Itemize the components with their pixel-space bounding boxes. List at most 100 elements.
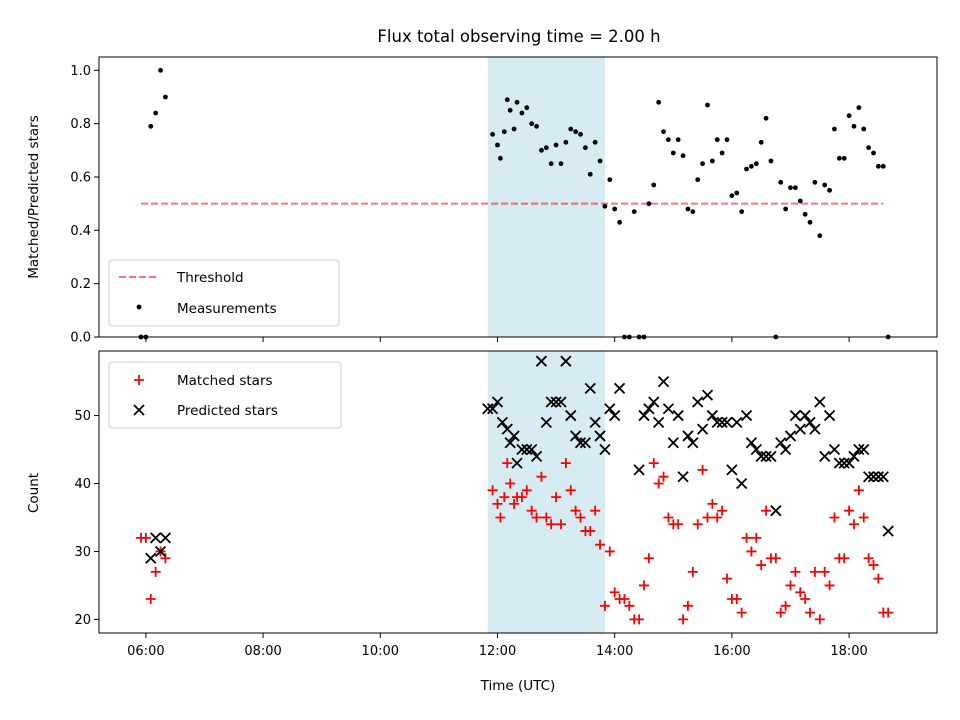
data-point — [819, 566, 830, 577]
data-point — [675, 137, 681, 143]
data-point — [661, 129, 666, 135]
data-point — [551, 492, 562, 503]
data-point — [499, 492, 510, 503]
data-point — [548, 161, 554, 167]
data-point — [882, 525, 894, 537]
data-point — [145, 552, 157, 564]
data-point — [560, 458, 571, 469]
series-measurements — [138, 67, 891, 340]
data-point — [700, 161, 705, 167]
data-point — [726, 464, 738, 476]
data-point — [731, 594, 742, 605]
data-point — [750, 443, 762, 456]
data-point — [765, 450, 777, 462]
data-point — [687, 437, 699, 449]
data-point — [761, 505, 772, 516]
data-point — [862, 471, 875, 483]
data-point — [558, 161, 564, 167]
highlight-span — [487, 351, 605, 633]
data-point — [785, 580, 796, 591]
data-point — [802, 211, 808, 217]
data-point — [797, 198, 803, 204]
data-point — [516, 443, 528, 456]
y-tick-label: 0.4 — [70, 224, 91, 239]
data-point — [543, 145, 549, 151]
data-point — [514, 99, 520, 105]
data-point — [853, 443, 865, 456]
legend-predicted-swatch — [133, 404, 145, 416]
data-point — [877, 471, 889, 483]
data-point — [496, 416, 509, 428]
data-point — [536, 471, 547, 482]
data-point — [677, 471, 689, 483]
legend-threshold-label: Threshold — [176, 270, 244, 286]
data-point — [599, 600, 610, 611]
data-point — [595, 539, 606, 550]
axes-frame — [98, 56, 938, 338]
data-point — [555, 519, 566, 530]
data-point — [832, 126, 837, 132]
data-point — [585, 526, 596, 537]
data-point — [643, 403, 655, 415]
y-tick-label: 30 — [74, 545, 91, 560]
data-point — [599, 443, 611, 456]
data-point — [809, 423, 821, 435]
data-point — [736, 607, 747, 618]
data-point — [739, 209, 745, 215]
y-tick-label: 1.0 — [70, 64, 91, 79]
data-point — [706, 409, 718, 422]
data-point — [609, 409, 621, 422]
data-point — [140, 532, 151, 543]
data-point — [651, 182, 657, 188]
data-point — [526, 505, 537, 516]
y-tick-label: 0.6 — [70, 171, 91, 186]
axes-frame — [98, 350, 938, 634]
data-point — [638, 580, 649, 591]
data-point — [736, 477, 748, 490]
data-point — [482, 403, 494, 415]
data-point — [604, 403, 616, 415]
data-point — [745, 437, 758, 449]
data-point — [159, 532, 172, 544]
data-point — [565, 409, 577, 422]
data-point — [839, 553, 850, 564]
data-point — [760, 450, 772, 462]
data-point — [783, 206, 789, 212]
data-point — [858, 512, 869, 523]
data-point — [784, 430, 797, 442]
data-point — [657, 375, 670, 388]
data-point — [491, 396, 504, 408]
data-point — [579, 437, 592, 449]
data-point — [800, 594, 811, 605]
data-point — [624, 600, 635, 611]
data-point — [858, 443, 870, 456]
data-point — [741, 532, 752, 543]
data-point — [150, 532, 162, 544]
data-point — [519, 110, 525, 116]
data-point — [828, 443, 841, 456]
series-matched-stars — [135, 458, 894, 625]
data-point — [734, 190, 740, 196]
top-y-axis-label: Matched/Predicted stars — [26, 115, 42, 278]
y-tick-label: 50 — [74, 409, 91, 424]
data-point — [160, 553, 171, 564]
data-point — [539, 147, 544, 153]
data-point — [711, 416, 723, 428]
data-point — [607, 177, 613, 183]
legend-box — [108, 259, 340, 327]
data-point — [836, 155, 842, 161]
data-point — [716, 416, 728, 428]
data-point — [795, 587, 806, 598]
data-point — [145, 594, 156, 605]
data-point — [861, 126, 867, 132]
data-point — [829, 512, 840, 523]
data-point — [780, 600, 791, 611]
data-point — [509, 498, 520, 509]
data-point — [555, 396, 567, 408]
data-point — [753, 161, 759, 167]
data-point — [805, 607, 816, 618]
data-point — [150, 566, 161, 577]
data-point — [584, 382, 596, 395]
x-tick-label: 08:00 — [244, 644, 281, 659]
data-point — [775, 437, 787, 449]
